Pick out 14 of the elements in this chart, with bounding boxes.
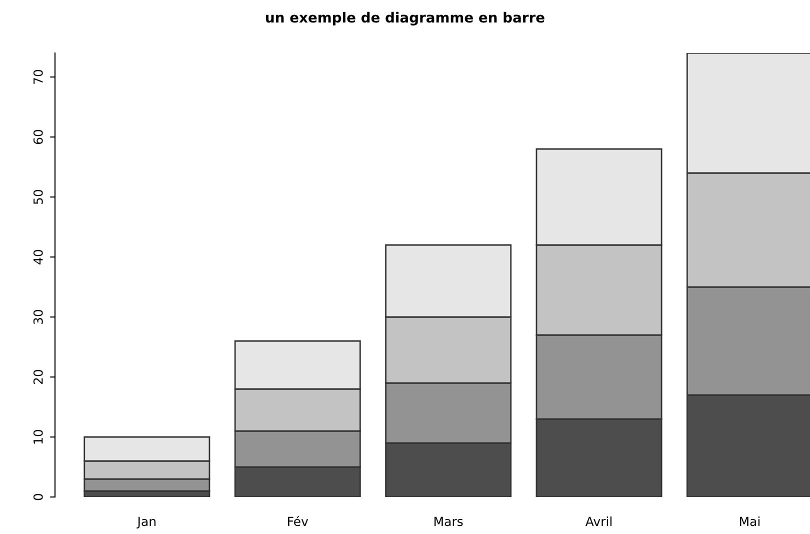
y-tick-label: 10 <box>33 430 43 444</box>
x-tick-label: Fév <box>288 516 308 526</box>
y-tick-label: 70 <box>33 70 43 84</box>
y-tick-label: 20 <box>33 370 43 384</box>
y-tick-label: 60 <box>33 130 43 144</box>
x-tick-label: Avril <box>585 516 612 526</box>
y-tick-label: 50 <box>33 190 43 204</box>
y-tick-label: 0 <box>33 494 43 500</box>
x-tick-label: Mai <box>740 516 760 526</box>
y-tick-label: 30 <box>33 310 43 324</box>
chart-title: un exemple de diagramme en barre <box>266 12 544 26</box>
y-tick-label: 40 <box>33 250 43 264</box>
x-tick-label: Jan <box>136 516 156 528</box>
x-tick-label: Mars <box>434 516 463 526</box>
